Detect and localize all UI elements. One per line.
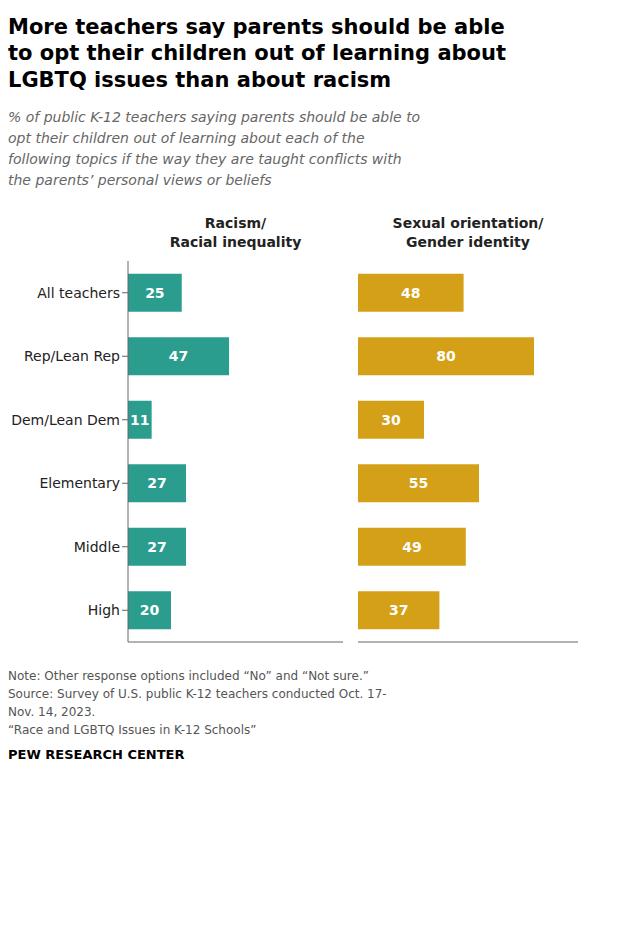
svg-text:27: 27 <box>147 475 166 491</box>
svg-text:55: 55 <box>409 475 428 491</box>
svg-text:11: 11 <box>130 411 149 427</box>
svg-text:37: 37 <box>389 602 408 618</box>
svg-text:48: 48 <box>401 284 420 300</box>
svg-text:High: High <box>88 602 120 618</box>
svg-text:20: 20 <box>140 602 160 618</box>
svg-text:Elementary: Elementary <box>39 475 120 491</box>
svg-text:Middle: Middle <box>74 538 120 554</box>
svg-text:49: 49 <box>402 538 421 554</box>
svg-text:30: 30 <box>381 411 401 427</box>
html-text:Sexual orientation/ Gender ide: Sexual orientation/ Gender identity <box>392 215 544 250</box>
svg-text:All teachers: All teachers <box>37 284 120 300</box>
svg-text:Dem/Lean Dem: Dem/Lean Dem <box>11 411 120 427</box>
svg-text:47: 47 <box>169 348 188 364</box>
svg-text:Rep/Lean Rep: Rep/Lean Rep <box>24 348 120 364</box>
svg-text:80: 80 <box>436 348 456 364</box>
svg-text:27: 27 <box>147 538 166 554</box>
html-text:% of public K-12 teachers sayi: % of public K-12 teachers saying parents… <box>8 108 421 188</box>
html-text:Note: Other response options i: Note: Other response options included “N… <box>8 668 387 737</box>
html-text:More teachers say parents shou: More teachers say parents should be able… <box>8 15 506 92</box>
svg-text:25: 25 <box>145 284 164 300</box>
html-text:Racism/ Racial inequality: Racism/ Racial inequality <box>169 215 302 250</box>
html-text:PEW RESEARCH CENTER: PEW RESEARCH CENTER <box>8 746 185 762</box>
